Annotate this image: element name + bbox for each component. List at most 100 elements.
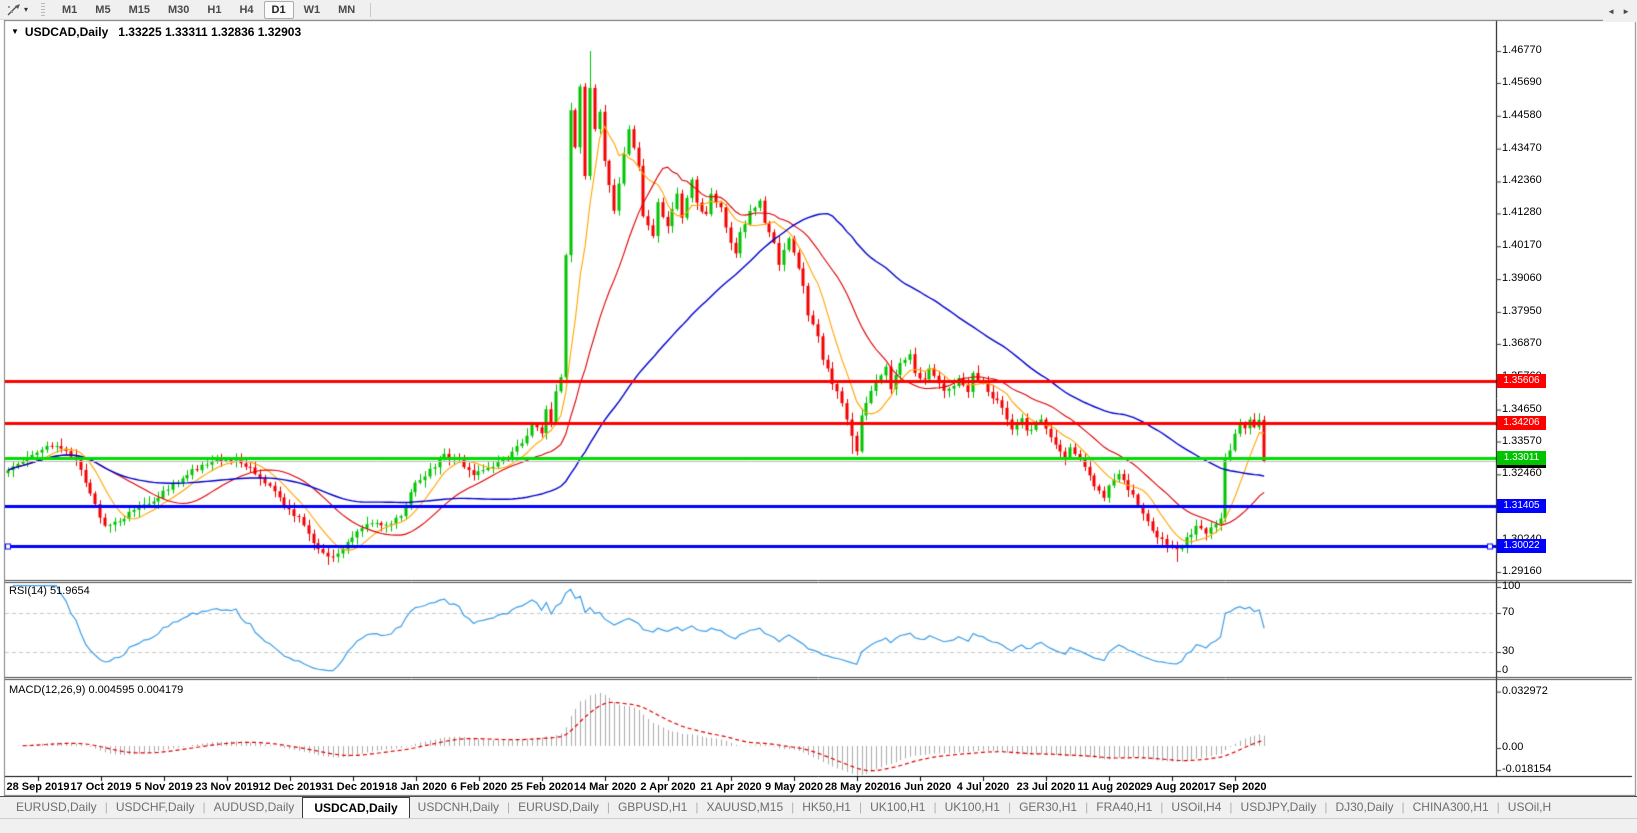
tab-separator: | [202, 800, 206, 814]
date-axis-label: 16 Jun 2020 [888, 781, 952, 793]
toolbar-separator [370, 2, 372, 17]
chart-tab-usoil-h[interactable]: USOil,H [1507, 800, 1552, 814]
tab-separator: | [104, 800, 108, 814]
macd-axis-tick: 0.032972 [1502, 684, 1548, 697]
tab-separator: | [1160, 800, 1164, 814]
date-axis-label: 28 Sep 2019 [6, 781, 70, 793]
price-axis-tick: 1.39060 [1502, 272, 1542, 285]
tab-separator: | [1496, 800, 1500, 814]
tab-scroll-left-icon[interactable]: ◄ [1607, 6, 1616, 16]
tab-separator: | [1324, 800, 1328, 814]
symbol-label: USDCAD,Daily [24, 25, 109, 39]
date-axis-label: 5 Nov 2019 [135, 781, 193, 793]
rsi-axis-tick: 70 [1502, 606, 1515, 618]
date-axis-label: 2 Apr 2020 [640, 781, 696, 793]
chart-tab-uk100-h1[interactable]: UK100,H1 [944, 800, 1000, 814]
timeframe-button-m5[interactable]: M5 [95, 3, 111, 16]
chart-tab-usoil-h4[interactable]: USOil,H4 [1171, 800, 1222, 814]
price-axis-tick: 1.29160 [1502, 564, 1542, 577]
toolbar-grip[interactable] [41, 2, 46, 17]
price-axis-tick: 1.36870 [1502, 336, 1542, 349]
macd-axis-tick: 0.00 [1502, 741, 1524, 753]
price-axis-tick: 1.46770 [1502, 44, 1542, 56]
symbol-dropdown-icon[interactable]: ▼ [11, 27, 19, 36]
tab-separator: | [1229, 800, 1233, 814]
price-axis-tick: 1.34650 [1502, 402, 1542, 415]
timeframe-button-mn[interactable]: MN [338, 3, 356, 16]
chart-tab-xauusd-m15[interactable]: XAUUSD,M15 [706, 800, 784, 814]
chart-tab-bar: EURUSD,Daily | USDCHF,Daily | AUDUSD,Daily US… [0, 796, 1637, 818]
timeframe-button-m15[interactable]: M15 [128, 3, 150, 16]
date-axis-label: 9 May 2020 [764, 781, 824, 793]
date-axis-label: 28 May 2020 [824, 781, 890, 793]
ohlc-quotes: 1.33225 1.33311 1.32836 1.32903 [118, 25, 302, 39]
tab-separator: | [695, 800, 699, 814]
date-axis-label: 23 Nov 2019 [195, 781, 259, 793]
price-axis-tick: 1.32460 [1502, 467, 1542, 480]
tab-separator: | [791, 800, 795, 814]
price-axis-tick: 1.40170 [1502, 239, 1542, 252]
rsi-value: 51.9654 [49, 585, 90, 597]
tab-scroll-right-icon[interactable]: ► [1622, 6, 1630, 16]
status-bar [0, 818, 1637, 833]
chart-tab-eurusd-daily[interactable]: EURUSD,Daily [518, 800, 599, 814]
chart-tab-uk100-h1[interactable]: UK100,H1 [870, 800, 926, 814]
tab-separator: | [1401, 800, 1405, 814]
date-axis-label: 25 Feb 2020 [510, 781, 574, 793]
chart-tab-usdcnh-daily[interactable]: USDCNH,Daily [417, 800, 500, 814]
timeframe-button-h1[interactable]: H1 [207, 3, 222, 16]
price-badge-1.35606: 1.35606 [1497, 374, 1546, 389]
price-badge-1.33011: 1.33011 [1497, 451, 1546, 466]
cursor-tool-button[interactable]: ▾ [3, 3, 32, 17]
tab-separator: | [858, 800, 863, 814]
dropdown-caret-icon: ▾ [24, 4, 29, 14]
rsi-axis-tick: 100 [1502, 580, 1521, 592]
date-axis-label: 31 Dec 2019 [321, 781, 385, 793]
price-axis-tick: 1.33570 [1502, 434, 1542, 447]
candlestick-chart-canvas[interactable] [0, 20, 1637, 797]
timeframe-button-m30[interactable]: M30 [167, 3, 190, 16]
date-axis-label: 23 Jul 2020 [1016, 781, 1076, 793]
chart-tab-eurusd-daily[interactable]: EURUSD,Daily [16, 800, 97, 814]
timeframe-button-d1[interactable]: D1 [263, 0, 294, 19]
date-axis-label: 11 Aug 2020 [1077, 781, 1141, 793]
tab-separator: | [933, 800, 937, 814]
price-badge-1.34206: 1.34206 [1497, 415, 1546, 430]
chart-tab-usdjpy-daily[interactable]: USDJPY,Daily [1240, 800, 1317, 814]
date-axis-label: 21 Apr 2020 [700, 781, 762, 793]
rsi-axis-tick: 0 [1502, 664, 1509, 676]
rsi-axis-tick: 30 [1502, 645, 1515, 657]
price-axis-tick: 1.41280 [1502, 206, 1542, 219]
price-axis-tick: 1.37950 [1502, 304, 1542, 317]
macd-pane-label: MACD(12,26,9) 0.004595 0.004179 [9, 684, 184, 696]
timeframe-button-h4[interactable]: H4 [239, 3, 254, 16]
rsi-pane-label: RSI(14) 51.9654 [9, 585, 90, 597]
date-axis-label: 4 Jul 2020 [956, 781, 1010, 793]
tab-separator: | [606, 800, 610, 814]
date-axis-label: 29 Aug 2020 [1140, 781, 1204, 793]
chart-tab-hk50-h1[interactable]: HK50,H1 [802, 800, 851, 814]
chart-tab-fra40-h1[interactable]: FRA40,H1 [1096, 800, 1153, 814]
date-axis-label: 12 Dec 2019 [258, 781, 322, 793]
macd-axis-tick: -0.018154 [1502, 763, 1552, 775]
chart-tab-usdchf-daily[interactable]: USDCHF,Daily [115, 800, 195, 814]
price-badge-1.31405: 1.31405 [1497, 498, 1546, 513]
chart-tab-ger30-h1[interactable]: GER30,H1 [1019, 800, 1078, 814]
date-axis-label: 14 Mar 2020 [573, 781, 637, 793]
price-badge-1.30022: 1.30022 [1497, 539, 1546, 554]
chart-tab-dj30-daily[interactable]: DJ30,Daily [1335, 800, 1394, 814]
chart-tab-gbpusd-h1[interactable]: GBPUSD,H1 [617, 800, 688, 814]
timeframe-button-m1[interactable]: M1 [62, 3, 78, 16]
date-axis-label: 17 Sep 2020 [1203, 781, 1267, 793]
toolbar: ▾ M1 M5 M15 M30 H1 H4 D1 W1 MN [0, 0, 1637, 20]
timeframe-button-w1[interactable]: W1 [303, 3, 321, 16]
tab-separator: | [1085, 800, 1089, 814]
date-axis-label: 18 Jan 2020 [385, 781, 447, 793]
tab-separator: | [507, 800, 511, 814]
chart-cursor-icon [7, 3, 20, 15]
chart-tab-china300-h1[interactable]: CHINA300,H1 [1412, 800, 1489, 814]
chart-tab-usdcad-daily[interactable]: USDCAD,Daily [302, 797, 410, 818]
chart-tab-audusd-daily[interactable]: AUDUSD,Daily [213, 800, 295, 814]
price-axis-tick: 1.44580 [1502, 108, 1542, 121]
